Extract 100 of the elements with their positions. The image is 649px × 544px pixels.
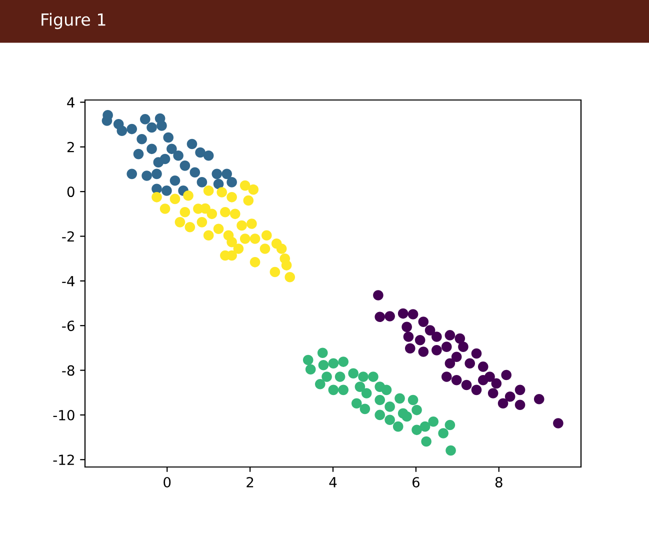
- point: [116, 126, 128, 136]
- point: [373, 290, 384, 300]
- point: [432, 332, 442, 342]
- point: [384, 414, 395, 426]
- point: [170, 175, 180, 186]
- point: [398, 308, 408, 319]
- point: [180, 206, 190, 218]
- point: [328, 358, 339, 369]
- point: [408, 394, 418, 406]
- point: [284, 272, 296, 282]
- point: [240, 234, 250, 244]
- point: [260, 244, 270, 254]
- point: [203, 150, 214, 161]
- point: [180, 160, 190, 171]
- point: [488, 388, 498, 398]
- point: [136, 134, 147, 144]
- point: [444, 358, 456, 369]
- point: [438, 428, 448, 438]
- point: [318, 360, 329, 370]
- y-tick-label: 2: [67, 142, 74, 152]
- point: [233, 244, 244, 254]
- point: [212, 168, 222, 180]
- point: [381, 384, 392, 396]
- point: [374, 312, 386, 322]
- point: [501, 370, 512, 380]
- point: [200, 203, 210, 214]
- point: [451, 352, 462, 362]
- point: [166, 144, 177, 154]
- point: [454, 333, 466, 344]
- point: [360, 404, 370, 414]
- point: [498, 398, 508, 408]
- point: [213, 224, 224, 234]
- point: [146, 144, 157, 154]
- point: [216, 187, 228, 198]
- point: [250, 234, 260, 244]
- point: [402, 322, 412, 332]
- point: [140, 114, 150, 124]
- point: [408, 309, 418, 320]
- y-tick-label: -8: [62, 365, 74, 376]
- point: [184, 222, 196, 232]
- point: [428, 416, 439, 427]
- point: [190, 167, 200, 178]
- chart-title: Figure 1: [42, 12, 106, 30]
- point: [384, 402, 395, 412]
- point: [361, 388, 372, 398]
- point: [464, 358, 476, 369]
- point: [412, 404, 422, 416]
- point: [270, 266, 280, 278]
- point: [305, 364, 316, 375]
- point: [534, 394, 544, 404]
- point: [226, 236, 237, 248]
- point: [246, 218, 257, 229]
- point: [338, 356, 349, 367]
- point: [156, 120, 167, 131]
- point: [174, 217, 186, 228]
- point: [226, 192, 237, 202]
- point: [196, 217, 208, 228]
- point: [444, 420, 456, 430]
- point: [398, 408, 408, 419]
- point: [250, 257, 260, 268]
- point: [414, 334, 426, 346]
- point: [102, 116, 112, 126]
- y-tick-label: 0: [67, 186, 74, 198]
- point: [418, 316, 429, 327]
- point: [203, 186, 214, 196]
- point: [248, 184, 259, 195]
- point: [186, 138, 198, 150]
- point: [317, 348, 328, 358]
- point: [173, 150, 184, 161]
- point: [394, 393, 405, 404]
- point: [334, 372, 346, 382]
- point: [403, 332, 414, 342]
- point: [441, 372, 452, 382]
- point: [281, 260, 292, 270]
- point: [374, 410, 386, 420]
- point: [368, 372, 378, 382]
- point: [236, 220, 247, 231]
- point: [441, 342, 452, 352]
- point: [230, 208, 240, 220]
- point: [133, 148, 144, 160]
- point: [478, 374, 488, 386]
- point: [421, 436, 432, 447]
- y-tick-label: -4: [62, 276, 74, 286]
- point: [163, 132, 174, 143]
- point: [328, 384, 339, 396]
- point: [461, 380, 472, 390]
- point: [240, 180, 250, 191]
- point: [276, 244, 287, 254]
- point: [338, 384, 349, 396]
- x-tick-label: 4: [329, 477, 337, 488]
- y-tick-label: -6: [62, 320, 74, 332]
- point: [424, 325, 436, 336]
- point: [126, 124, 138, 134]
- point: [358, 372, 368, 382]
- point: [196, 177, 208, 188]
- point: [504, 391, 516, 402]
- point: [354, 382, 366, 392]
- point: [392, 421, 404, 432]
- point: [261, 230, 272, 241]
- y-tick-label: -10: [53, 410, 74, 420]
